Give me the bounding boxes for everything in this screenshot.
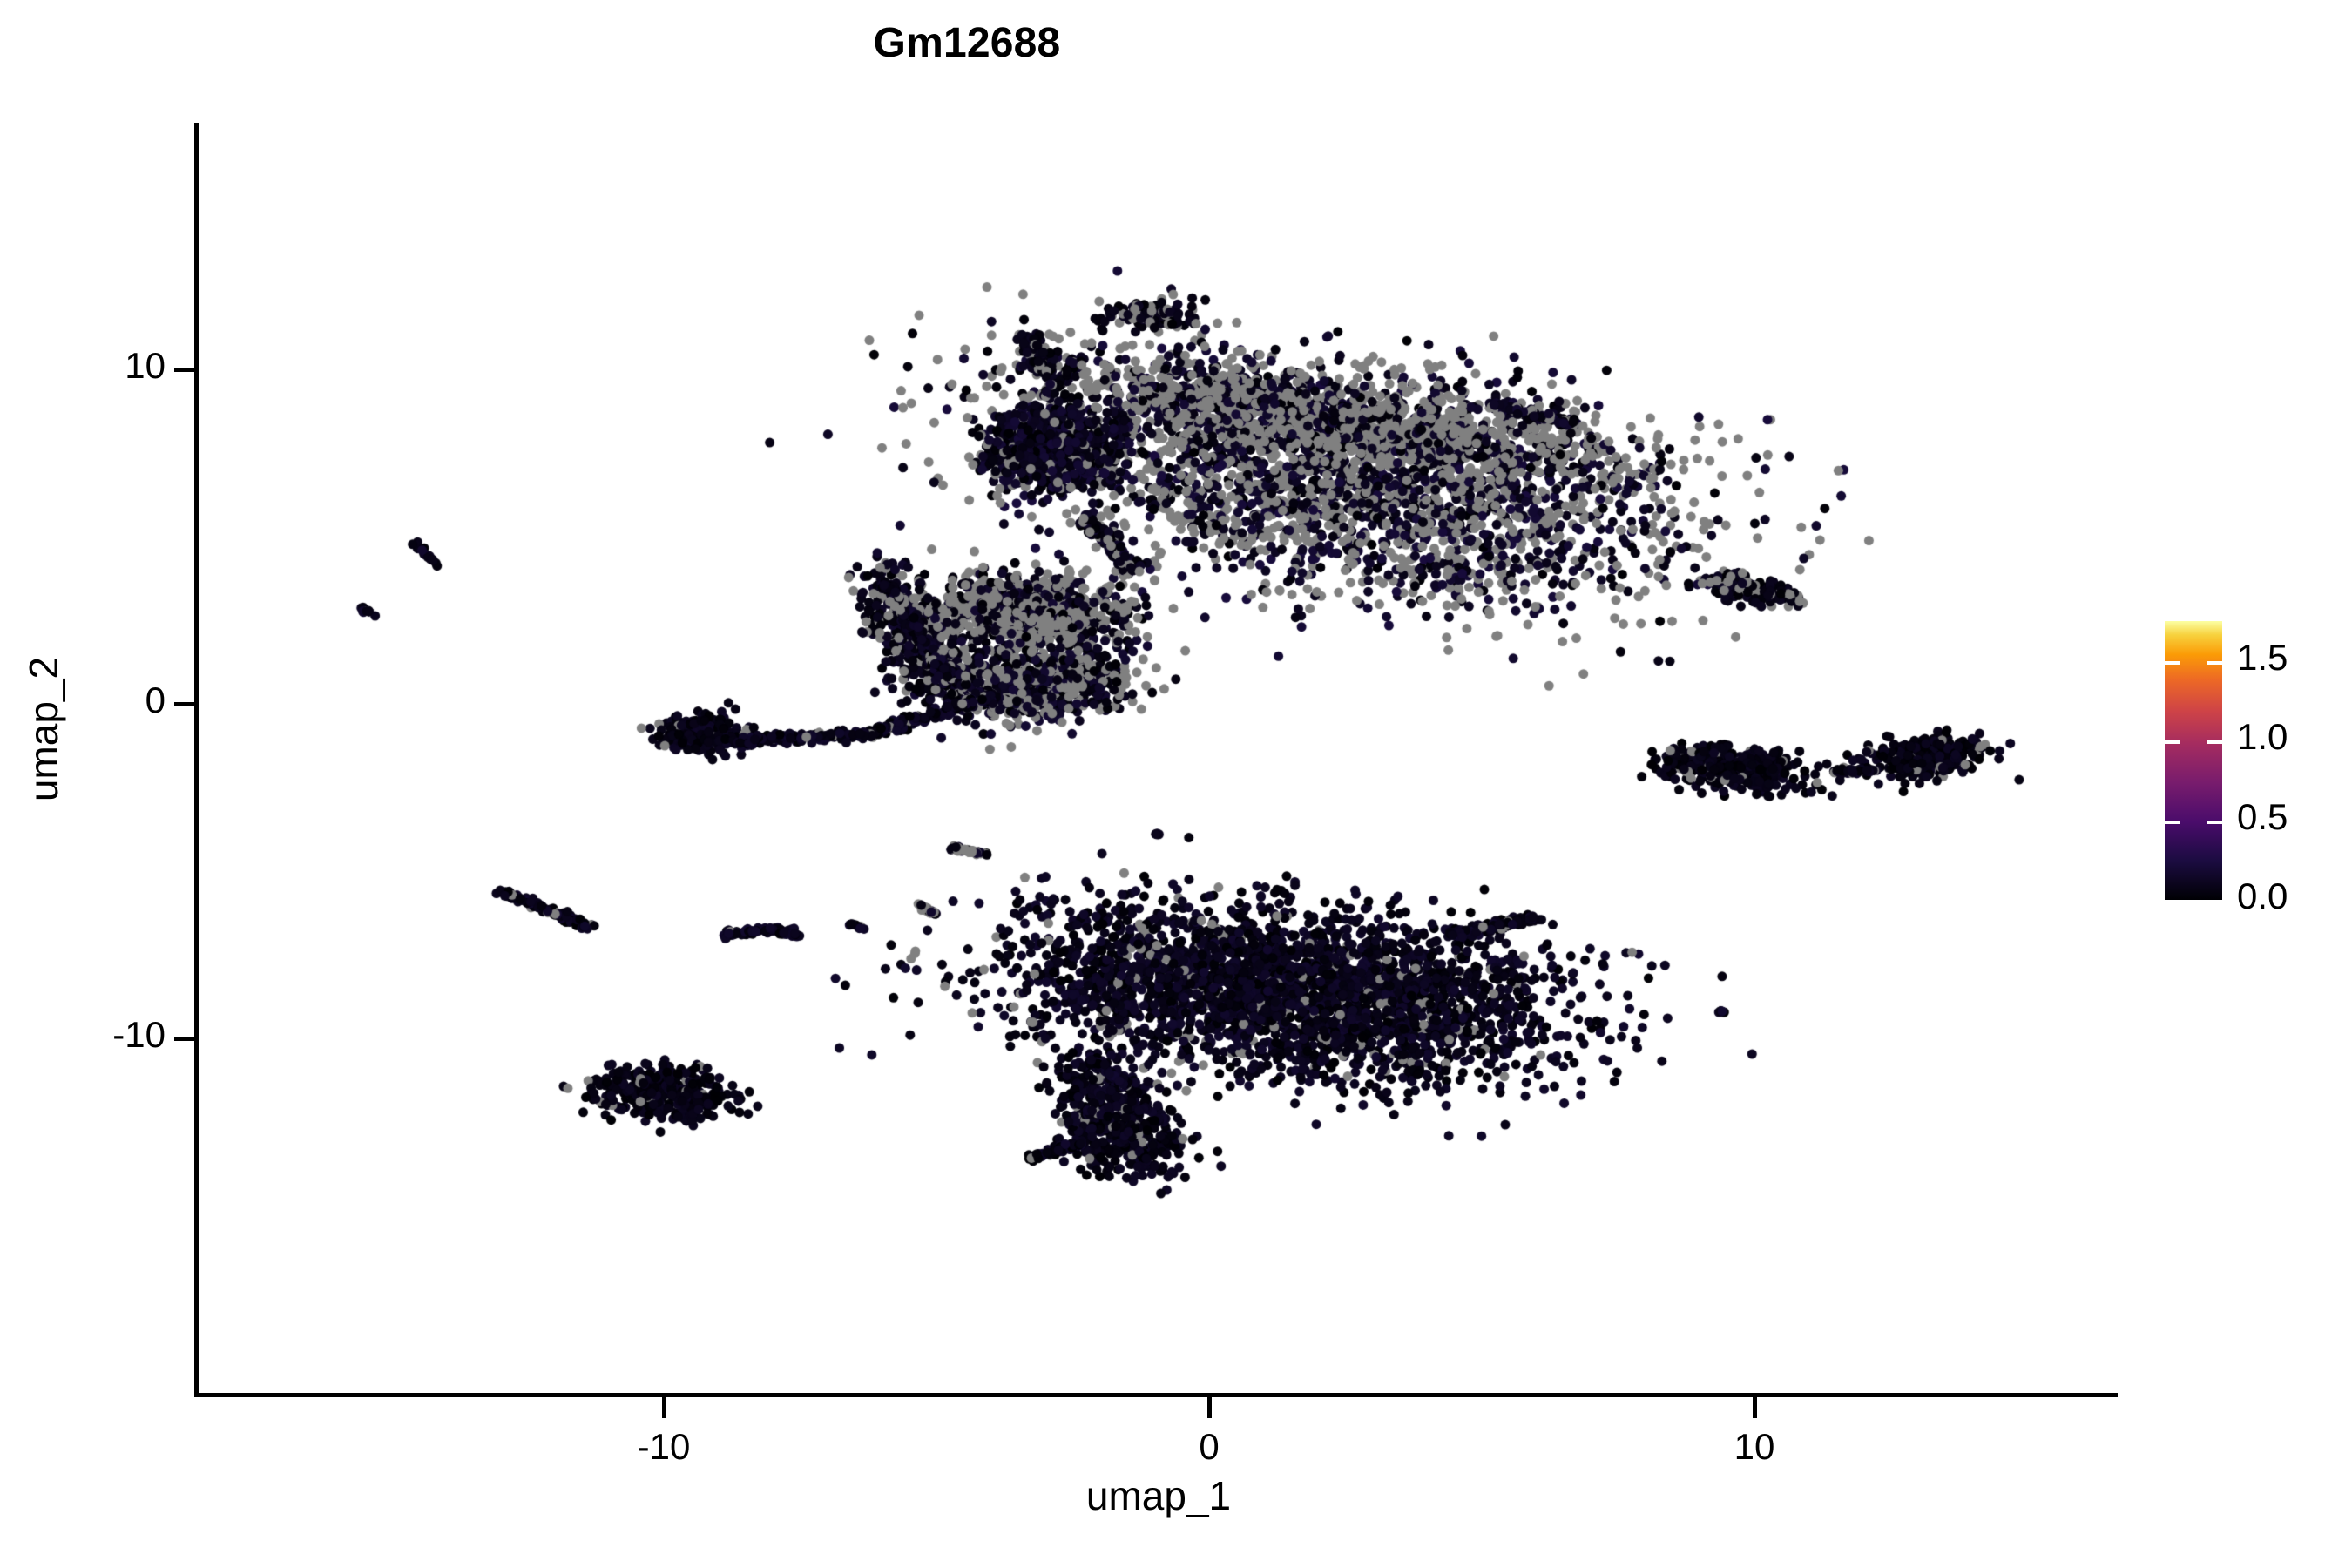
- y-tick-mark: [174, 1037, 195, 1041]
- x-tick-mark: [662, 1397, 666, 1418]
- y-tick-label: 10: [125, 345, 166, 386]
- x-axis-line: [194, 1393, 2118, 1397]
- x-tick-label: -10: [637, 1426, 691, 1467]
- x-tick-mark: [1753, 1397, 1757, 1418]
- y-axis-title: umap_2: [21, 656, 66, 802]
- colorbar-tick-mark: [2165, 900, 2180, 903]
- colorbar-tick-mark: [2165, 740, 2180, 745]
- colorbar-tick-mark: [2207, 900, 2222, 903]
- colorbar-tick-mark: [2207, 740, 2222, 745]
- page-title: Gm12688: [873, 20, 1061, 66]
- colorbar-tick-mark: [2165, 820, 2180, 824]
- y-tick-mark: [174, 368, 195, 372]
- colorbar-gradient: [2165, 621, 2222, 900]
- colorbar-tick-label: 1.0: [2237, 716, 2288, 758]
- color-legend: 1.5 1.0 0.5 0.0: [2126, 601, 2343, 916]
- y-tick-label: 0: [145, 679, 166, 720]
- plot-panel: [198, 123, 2117, 1396]
- colorbar-tick-mark: [2165, 660, 2180, 665]
- colorbar-tick-mark: [2207, 820, 2222, 824]
- x-tick-label: 0: [1199, 1426, 1220, 1467]
- x-axis-title: umap_1: [1085, 1473, 1232, 1518]
- y-tick-mark: [174, 702, 195, 706]
- scatter-plot-canvas: [198, 123, 2117, 1396]
- y-tick-label: -10: [112, 1014, 166, 1055]
- x-tick-label: 10: [1734, 1426, 1775, 1467]
- colorbar-tick-label: 0.5: [2237, 795, 2288, 837]
- colorbar-tick-label: 1.5: [2237, 636, 2288, 678]
- x-tick-mark: [1207, 1397, 1212, 1418]
- colorbar-tick-label: 0.0: [2237, 875, 2288, 916]
- y-axis-line: [194, 123, 199, 1397]
- colorbar-tick-mark: [2207, 660, 2222, 665]
